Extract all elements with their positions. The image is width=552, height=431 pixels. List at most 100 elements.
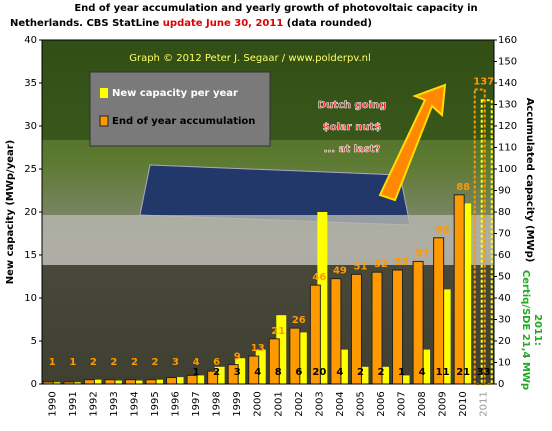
accumulation-label: 13 xyxy=(251,343,265,354)
x-tick-label: 1994 xyxy=(129,391,140,416)
y-tick-label: 25 xyxy=(24,164,37,175)
accumulation-label: 53 xyxy=(395,257,409,268)
side-note: 2011: xyxy=(532,314,543,346)
roof xyxy=(42,215,494,265)
x-tick-label: 2001 xyxy=(273,391,284,416)
accumulation-label: 21 xyxy=(271,326,285,337)
accumulation-label: 88 xyxy=(456,182,470,193)
new-capacity-bar xyxy=(235,358,246,384)
y2-tick-label: 110 xyxy=(498,143,517,154)
y-tick-label: 35 xyxy=(24,78,37,89)
accumulation-label: 4 xyxy=(193,357,200,368)
new-capacity-bar xyxy=(111,380,122,384)
x-tick-label: 2002 xyxy=(294,391,305,416)
x-tick-label: 2004 xyxy=(335,391,346,416)
accumulation-bar xyxy=(145,379,157,385)
accumulation-bar xyxy=(83,379,95,385)
accumulation-label: 68 xyxy=(436,225,450,236)
legend xyxy=(89,71,271,147)
accumulation-label: 49 xyxy=(333,266,347,277)
y2-tick-label: 0 xyxy=(498,379,504,390)
credit: Graph © 2012 Peter J. Segaar / www.polde… xyxy=(129,53,371,64)
new-capacity-bar xyxy=(317,212,328,384)
legend-label: End of year accumulation xyxy=(112,116,255,127)
new-capacity-bar xyxy=(296,332,307,384)
x-tick-label: 1997 xyxy=(191,391,202,416)
accumulation-label: 26 xyxy=(292,315,306,326)
new-capacity-bar xyxy=(379,366,389,384)
new-capacity-bar xyxy=(153,379,163,384)
y-tick-label: 40 xyxy=(24,35,37,46)
new-capacity-bar xyxy=(399,375,410,384)
x-tick-label: 1993 xyxy=(109,391,120,416)
accumulation-label: 2 xyxy=(152,357,159,368)
x-tick-label: 1990 xyxy=(47,391,58,416)
legend-label: New capacity per year xyxy=(112,88,238,99)
y2-tick-label: 10 xyxy=(498,358,511,369)
y-tick-label: 20 xyxy=(24,207,37,218)
accumulation-label: 2 xyxy=(90,357,97,368)
y2-tick-label: 40 xyxy=(498,293,511,304)
accumulation-label: 52 xyxy=(374,259,388,270)
x-tick-label: 2011 xyxy=(479,391,490,416)
new-capacity-label: 1 xyxy=(398,367,405,378)
accumulation-bar xyxy=(453,194,465,385)
new-capacity-bar xyxy=(255,349,266,384)
y2-tick-label: 80 xyxy=(498,207,511,218)
accumulation-label: 51 xyxy=(353,261,367,272)
legend-swatch xyxy=(100,88,108,98)
new-capacity-bar xyxy=(440,289,451,384)
arrow xyxy=(378,83,447,202)
new-capacity-label: 2 xyxy=(357,367,364,378)
y2-tick-label: 60 xyxy=(498,250,511,261)
y2-tick-label: 100 xyxy=(498,164,517,175)
accumulation-bar xyxy=(473,88,486,385)
accumulation-label: 9 xyxy=(234,352,241,363)
new-capacity-bar xyxy=(461,203,472,384)
chart-title: Netherlands. CBS StatLine update June 30… xyxy=(10,18,372,29)
accumulation-label: 2 xyxy=(110,357,117,368)
new-capacity-bar xyxy=(173,377,184,384)
new-capacity-label: 4 xyxy=(419,367,426,378)
x-tick-label: 2010 xyxy=(458,391,469,416)
y2-tick-label: 140 xyxy=(498,78,517,89)
y2-tick-label: 160 xyxy=(498,35,517,46)
y2-tick-label: 90 xyxy=(498,186,511,197)
x-tick-label: 2005 xyxy=(355,391,366,416)
accumulation-label: 57 xyxy=(415,248,429,259)
annotation: Dutch going xyxy=(318,100,386,111)
y-tick-label: 0 xyxy=(31,379,37,390)
accumulation-label: 1 xyxy=(69,357,76,368)
new-capacity-label: 1 xyxy=(193,367,200,378)
new-capacity-bar xyxy=(337,349,348,384)
chart-title: End of year accumulation and yearly grow… xyxy=(74,3,477,14)
new-capacity-label: 11 xyxy=(436,367,450,378)
new-capacity-label: 4 xyxy=(336,367,343,378)
x-tick-label: 1992 xyxy=(88,391,99,416)
y2-tick-label: 70 xyxy=(498,229,511,240)
y2-tick-label: 30 xyxy=(498,315,511,326)
new-capacity-label: 21 xyxy=(456,367,470,378)
x-tick-label: 1995 xyxy=(150,391,161,416)
accumulation-label: 137 xyxy=(473,76,494,87)
new-capacity-bar xyxy=(420,349,431,384)
y-tick-label: 10 xyxy=(24,293,37,304)
new-capacity-bar xyxy=(132,380,143,384)
new-capacity-bar xyxy=(91,379,102,384)
new-capacity-label: 33 xyxy=(477,367,491,378)
new-capacity-bar xyxy=(358,366,369,384)
new-capacity-bar xyxy=(276,315,287,384)
new-capacity-label: 20 xyxy=(312,367,326,378)
y-axis-label: New capacity (MWp/year) xyxy=(5,140,16,285)
accumulation-bar xyxy=(104,379,116,385)
accumulation-bar xyxy=(166,377,178,385)
new-capacity-label: 2 xyxy=(378,367,385,378)
y2-tick-label: 130 xyxy=(498,100,517,111)
title-part: Netherlands. CBS StatLine xyxy=(10,18,160,29)
new-capacity-bar xyxy=(480,99,493,385)
y-tick-label: 30 xyxy=(24,121,37,132)
y-tick-label: 5 xyxy=(31,336,37,347)
x-tick-label: 2003 xyxy=(314,391,325,416)
new-capacity-bar xyxy=(50,382,61,384)
